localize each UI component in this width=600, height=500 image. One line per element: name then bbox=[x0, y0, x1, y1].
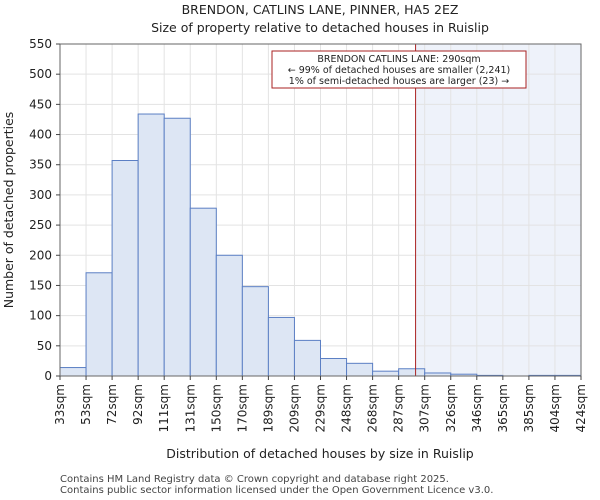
y-tick-label: 300 bbox=[29, 188, 52, 202]
y-tick-label: 100 bbox=[29, 309, 52, 323]
annotation-line-1: BRENDON CATLINS LANE: 290sqm bbox=[317, 54, 480, 65]
y-tick-label: 250 bbox=[29, 218, 52, 232]
histogram-chart: BRENDON, CATLINS LANE, PINNER, HA5 2EZ S… bbox=[1, 2, 588, 461]
y-tick-label: 50 bbox=[37, 339, 52, 353]
annotation-line-3: 1% of semi-detached houses are larger (2… bbox=[289, 76, 509, 87]
x-tick-label: 424sqm bbox=[574, 384, 588, 432]
y-tick-label: 350 bbox=[29, 158, 52, 172]
histogram-bar bbox=[85, 272, 113, 377]
histogram-bar bbox=[241, 286, 269, 377]
x-tick-label: 72sqm bbox=[105, 384, 119, 425]
y-tick-label: 550 bbox=[29, 37, 52, 51]
y-axis-ticks: 0 50 100 150 200 250 300 350 400 450 500 550 bbox=[29, 37, 60, 383]
histogram-bar bbox=[372, 370, 400, 377]
histogram-bar bbox=[111, 160, 139, 377]
x-tick-label: 33sqm bbox=[53, 384, 67, 425]
x-tick-label: 326sqm bbox=[444, 384, 458, 432]
footer-attribution-1: Contains HM Land Registry data © Crown c… bbox=[60, 474, 449, 485]
x-axis-ticks: 33sqm 53sqm 72sqm 92sqm 111sqm 131sqm 150sqm 17… bbox=[53, 376, 588, 432]
annotation-box: BRENDON CATLINS LANE: 290sqm ← 99% of de… bbox=[271, 50, 527, 89]
y-tick-label: 0 bbox=[44, 369, 52, 383]
y-tick-label: 200 bbox=[29, 248, 52, 262]
histogram-bar bbox=[398, 368, 426, 377]
x-tick-label: 346sqm bbox=[470, 384, 484, 432]
x-tick-label: 307sqm bbox=[418, 384, 432, 432]
x-tick-label: 365sqm bbox=[496, 384, 510, 432]
histogram-bar bbox=[163, 117, 191, 377]
x-tick-label: 131sqm bbox=[183, 384, 197, 432]
y-tick-label: 400 bbox=[29, 128, 52, 142]
footer-attribution-2: Contains public sector information licen… bbox=[60, 485, 494, 496]
histogram-bar bbox=[215, 254, 243, 377]
x-tick-label: 248sqm bbox=[340, 384, 354, 432]
x-tick-label: 404sqm bbox=[548, 384, 562, 432]
chart-title: BRENDON, CATLINS LANE, PINNER, HA5 2EZ bbox=[182, 2, 459, 17]
x-tick-label: 287sqm bbox=[392, 384, 406, 432]
x-tick-label: 150sqm bbox=[209, 384, 223, 432]
histogram-bar bbox=[293, 339, 322, 377]
y-tick-label: 450 bbox=[29, 97, 52, 111]
histogram-bar bbox=[267, 316, 295, 377]
x-tick-label: 229sqm bbox=[314, 384, 328, 432]
chart-subtitle: Size of property relative to detached ho… bbox=[151, 20, 489, 35]
histogram-bar bbox=[320, 357, 348, 377]
x-tick-label: 170sqm bbox=[235, 384, 249, 432]
histogram-bar bbox=[189, 207, 217, 377]
histogram-bar bbox=[346, 362, 374, 377]
x-tick-label: 53sqm bbox=[79, 384, 93, 425]
y-tick-label: 500 bbox=[29, 67, 52, 81]
y-axis-label: Number of detached properties bbox=[1, 112, 16, 309]
x-tick-label: 92sqm bbox=[131, 384, 145, 425]
x-tick-label: 189sqm bbox=[261, 384, 275, 432]
x-tick-label: 111sqm bbox=[157, 384, 171, 432]
annotation-line-2: ← 99% of detached houses are smaller (2,… bbox=[288, 65, 511, 76]
y-tick-label: 150 bbox=[29, 278, 52, 292]
x-tick-label: 268sqm bbox=[366, 384, 380, 432]
x-tick-label: 209sqm bbox=[287, 384, 301, 432]
x-tick-label: 385sqm bbox=[522, 384, 536, 432]
annotation-frame bbox=[271, 50, 527, 89]
histogram-bar bbox=[59, 367, 87, 377]
x-axis-label: Distribution of detached houses by size … bbox=[166, 446, 474, 461]
highlight-region bbox=[415, 44, 581, 376]
histogram-bar bbox=[137, 113, 165, 377]
